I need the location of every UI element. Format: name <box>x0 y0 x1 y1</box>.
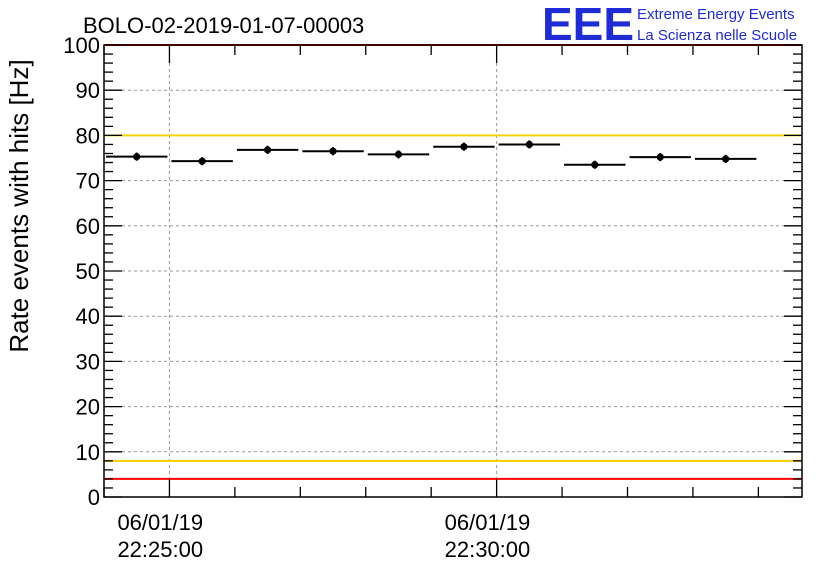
point-marker <box>656 153 664 161</box>
data-point <box>498 140 561 149</box>
grid-lines <box>104 45 802 497</box>
data-point <box>106 152 168 161</box>
data-points <box>106 140 757 169</box>
y-tick-label: 30 <box>76 349 100 374</box>
point-marker <box>722 155 730 163</box>
y-tick-label: 10 <box>76 440 100 465</box>
y-tick-label: 40 <box>76 304 100 329</box>
reference-lines <box>104 44 802 480</box>
data-point <box>171 157 233 166</box>
y-tick-label: 100 <box>63 33 100 58</box>
eee-logo: EEE Extreme Energy Events La Scienza nel… <box>542 0 797 50</box>
point-marker <box>263 146 272 154</box>
data-point <box>236 145 299 154</box>
x-tick-date-label: 06/01/19 <box>117 510 203 535</box>
axes <box>103 44 803 498</box>
x-tick-date-label: 06/01/19 <box>445 510 531 535</box>
data-point <box>367 150 430 159</box>
y-tick-label: 90 <box>76 78 100 103</box>
y-tick-label: 70 <box>76 169 100 194</box>
y-tick-label: 20 <box>76 395 100 420</box>
logo-letters: EEE <box>542 0 634 50</box>
x-tick-time-label: 22:25:00 <box>117 537 203 562</box>
data-point <box>564 160 626 169</box>
data-point <box>433 142 495 151</box>
y-tick-label: 0 <box>88 485 100 510</box>
y-tick-label: 80 <box>76 123 100 148</box>
point-marker <box>329 147 337 155</box>
x-tick-time-label: 22:30:00 <box>445 537 531 562</box>
point-marker <box>591 161 599 169</box>
data-point <box>302 147 364 156</box>
y-axis-label: Rate events with hits [Hz] <box>4 59 34 352</box>
point-marker <box>198 157 206 165</box>
logo-line-1: Extreme Energy Events <box>637 6 795 23</box>
y-tick-label: 60 <box>76 214 100 239</box>
data-point <box>629 153 691 162</box>
point-marker <box>394 150 403 158</box>
point-marker <box>525 140 533 149</box>
logo-line-2: La Scienza nelle Scuole <box>637 27 797 44</box>
chart-title: BOLO-02-2019-01-07-00003 <box>83 13 364 38</box>
point-marker <box>460 143 468 151</box>
data-point <box>694 154 757 163</box>
point-marker <box>133 153 141 161</box>
y-tick-labels: 0 10 20 30 40 50 60 70 80 90 100 <box>63 33 100 510</box>
y-tick-label: 50 <box>76 259 100 284</box>
